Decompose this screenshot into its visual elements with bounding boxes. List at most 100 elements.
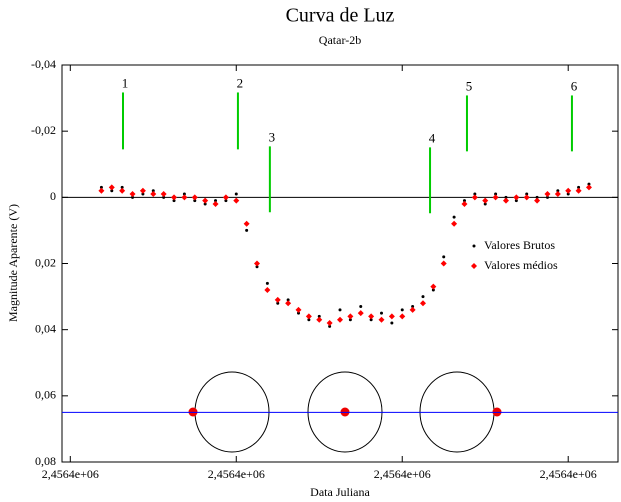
- data-point: [286, 298, 290, 302]
- data-point: [129, 191, 136, 198]
- data-point: [502, 197, 509, 204]
- x-tick-label: 2,4564e+06: [374, 467, 431, 481]
- data-point: [587, 182, 591, 186]
- data-point: [504, 195, 508, 199]
- data-point: [110, 189, 114, 193]
- data-point: [202, 197, 209, 204]
- data-point: [399, 313, 406, 320]
- data-point: [451, 220, 458, 227]
- data-point: [222, 194, 229, 201]
- data-point: [171, 194, 178, 201]
- data-point: [440, 260, 447, 267]
- data-point: [307, 318, 311, 322]
- data-point: [181, 194, 188, 201]
- y-tick-label: -0,02: [31, 123, 56, 137]
- contact-label: 6: [571, 78, 578, 93]
- data-point: [285, 300, 292, 307]
- data-point: [337, 316, 343, 323]
- data-point: [276, 301, 280, 305]
- y-tick-label: 0,02: [35, 255, 56, 269]
- data-point: [388, 313, 395, 320]
- legend-symbol: [471, 263, 477, 269]
- data-point: [462, 199, 466, 203]
- data-point: [357, 310, 364, 317]
- data-point: [565, 187, 572, 194]
- x-tick-label: 2,4564e+06: [208, 467, 265, 481]
- data-point: [119, 187, 126, 194]
- data-point: [150, 191, 157, 198]
- data-point: [379, 311, 383, 315]
- x-axis-label: Data Juliana: [310, 485, 370, 499]
- data-point: [234, 192, 238, 196]
- data-point: [255, 265, 259, 269]
- data-point: [347, 313, 354, 320]
- data-point: [378, 316, 385, 323]
- data-point: [452, 215, 456, 219]
- x-tick-label: 2,4564e+06: [42, 467, 99, 481]
- data-point: [305, 313, 312, 320]
- data-point: [492, 194, 499, 201]
- data-point: [212, 200, 219, 207]
- data-point: [120, 185, 124, 189]
- data-point: [274, 296, 281, 303]
- data-point: [191, 194, 198, 201]
- data-point: [556, 189, 560, 193]
- x-tick-label: 2,4564e+06: [540, 467, 597, 481]
- data-point: [243, 220, 250, 227]
- data-point: [99, 185, 103, 189]
- data-point: [182, 192, 186, 196]
- data-point: [575, 187, 582, 194]
- data-point: [338, 308, 342, 312]
- data-point: [585, 184, 592, 191]
- data-point: [442, 255, 446, 259]
- data-point: [534, 197, 541, 204]
- data-point: [131, 195, 135, 199]
- contact-label: 2: [237, 75, 244, 90]
- data-point: [535, 195, 539, 199]
- data-point: [295, 306, 302, 313]
- data-point: [359, 305, 363, 309]
- data-point: [98, 187, 105, 194]
- data-point: [151, 189, 155, 193]
- data-point: [172, 199, 176, 203]
- y-axis-label: Magnitude Aparente (V): [6, 204, 20, 322]
- data-point: [368, 313, 375, 320]
- data-point: [473, 192, 477, 196]
- chart-title: Curva de Luz: [286, 5, 395, 27]
- data-point: [203, 202, 207, 206]
- chart-subtitle: Qatar-2b: [319, 33, 361, 47]
- legend-symbol: [472, 244, 476, 248]
- data-point: [421, 295, 425, 299]
- data-point: [545, 195, 549, 199]
- data-point: [297, 311, 301, 315]
- data-point: [514, 199, 518, 203]
- data-point: [471, 194, 478, 201]
- data-point: [245, 228, 249, 232]
- data-point: [461, 200, 468, 207]
- data-point: [431, 288, 435, 292]
- data-point: [328, 324, 332, 328]
- contact-label: 1: [122, 75, 129, 90]
- data-point: [265, 281, 269, 285]
- data-point: [566, 192, 570, 196]
- contact-label: 4: [429, 130, 436, 145]
- y-tick-label: -0,04: [31, 57, 56, 71]
- contact-label: 3: [269, 129, 276, 144]
- y-tick-label: 0: [50, 189, 56, 203]
- data-point: [523, 194, 530, 201]
- data-point: [162, 195, 166, 199]
- data-point: [390, 321, 394, 325]
- data-point: [544, 191, 551, 198]
- data-point: [224, 199, 228, 203]
- data-point: [554, 191, 561, 198]
- data-point: [513, 194, 520, 201]
- data-point: [430, 283, 437, 290]
- data-point: [264, 286, 271, 293]
- data-point: [160, 191, 167, 198]
- data-point: [400, 308, 404, 312]
- legend-label: Valores médios: [484, 258, 558, 272]
- data-point: [409, 306, 416, 313]
- data-point: [483, 202, 487, 206]
